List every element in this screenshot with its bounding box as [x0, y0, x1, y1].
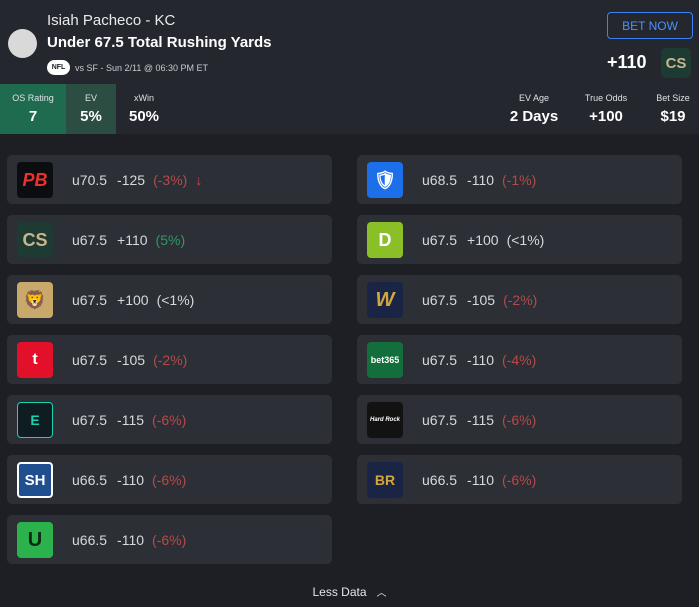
book-line: u66.5: [72, 531, 108, 548]
stats-bar: OS Rating 7 EV 5% xWin 50% EV Age 2 Days…: [0, 84, 699, 134]
prop-title: Under 67.5 Total Rushing Yards: [47, 34, 272, 51]
bet-header: Isiah Pacheco - KC Under 67.5 Total Rush…: [0, 0, 699, 84]
hardrock-logo-icon: Hard Rock: [367, 402, 403, 438]
chevron-up-icon: ︿: [376, 588, 387, 599]
bet-size-value: $19: [660, 108, 686, 125]
xwin-label: xWin: [134, 93, 154, 103]
book-odds: -110: [467, 351, 495, 368]
book-odds: -110: [467, 171, 495, 188]
book-ev: (<1%): [506, 231, 545, 248]
bet-size-label: Bet Size: [656, 93, 690, 103]
game-info: vs SF - Sun 2/11 @ 06:30 PM ET: [75, 62, 209, 73]
book-line: u67.5: [422, 291, 458, 308]
book-line: u67.5: [422, 411, 458, 428]
book-ev: (-6%): [152, 471, 187, 488]
book-card-espnbet[interactable]: E u67.5 -115 (-6%): [7, 395, 332, 444]
book-card-bet365[interactable]: bet365 u67.5 -110 (-4%): [357, 335, 682, 384]
book-odds: -110: [117, 531, 145, 548]
book-ev: (-6%): [502, 411, 537, 428]
game-meta: NFL vs SF - Sun 2/11 @ 06:30 PM ET: [47, 60, 208, 75]
book-ev: (-2%): [153, 351, 188, 368]
true-odds-label: True Odds: [584, 93, 628, 103]
book-line: u67.5: [72, 411, 108, 428]
book-card-hardrock[interactable]: Hard Rock u67.5 -115 (-6%): [357, 395, 682, 444]
less-data-label: Less Data: [312, 584, 367, 599]
player-name: Isiah Pacheco - KC: [47, 12, 176, 29]
os-rating-label: OS Rating: [12, 93, 54, 103]
betmgm-logo-icon: 🦁: [17, 282, 53, 318]
book-odds: -110: [117, 471, 145, 488]
book-card-tipico[interactable]: t u67.5 -105 (-2%): [7, 335, 332, 384]
book-line: u70.5: [72, 171, 108, 188]
player-avatar: [8, 29, 37, 58]
book-ev: (<1%): [156, 291, 195, 308]
book-odds: +100: [467, 231, 499, 248]
book-odds: +100: [117, 291, 149, 308]
ev-age-label: EV Age: [518, 93, 550, 103]
true-odds-value: +100: [589, 108, 623, 125]
nfl-badge: NFL: [47, 60, 70, 75]
wynnbet-logo-icon: W: [367, 282, 403, 318]
xwin-value: 50%: [128, 108, 160, 125]
ev-value: 5%: [80, 108, 102, 125]
book-card-fanduel[interactable]: 🛡 u68.5 -110 (-1%): [357, 155, 682, 204]
bet-size-stat: Bet Size $19: [646, 84, 699, 134]
book-ev: (-3%): [153, 171, 188, 188]
book-odds: -115: [117, 411, 145, 428]
tipico-logo-icon: t: [17, 342, 53, 378]
book-line: u66.5: [422, 471, 458, 488]
book-ev: (-6%): [502, 471, 537, 488]
ev-label: EV: [84, 93, 97, 103]
book-line: u67.5: [72, 351, 108, 368]
book-ev: (-4%): [502, 351, 537, 368]
betrivers-logo-icon: BR: [367, 462, 403, 498]
draftkings-logo-icon: D: [367, 222, 403, 258]
caesars-logo-icon: CS: [661, 48, 691, 78]
caesars-logo-icon: CS: [17, 222, 53, 258]
true-odds-stat: True Odds +100: [574, 84, 638, 134]
book-card-unibet[interactable]: U u66.5 -110 (-6%): [7, 515, 332, 564]
book-ev: (-1%): [502, 171, 537, 188]
arrow-down-icon: ↓: [195, 171, 203, 188]
book-odds: -105: [117, 351, 146, 368]
book-ev: (-2%): [503, 291, 538, 308]
book-card-betmgm[interactable]: 🦁 u67.5 +100 (<1%): [7, 275, 332, 324]
book-card-superbook[interactable]: SH u66.5 -110 (-6%): [7, 455, 332, 504]
book-card-pointsbet[interactable]: PB u70.5 -125 (-3%) ↓: [7, 155, 332, 204]
unibet-logo-icon: U: [17, 522, 53, 558]
book-line: u67.5: [422, 231, 458, 248]
os-rating-value: 7: [28, 108, 38, 125]
pointsbet-logo-icon: PB: [17, 162, 53, 198]
less-data-toggle[interactable]: Less Data ︿: [0, 576, 699, 607]
book-card-draftkings[interactable]: D u67.5 +100 (<1%): [357, 215, 682, 264]
book-line: u68.5: [422, 171, 458, 188]
book-odds: +110: [117, 231, 148, 248]
ev-stat: EV 5%: [66, 84, 116, 134]
os-rating-stat: OS Rating 7: [0, 84, 66, 134]
book-odds: -110: [467, 471, 495, 488]
ev-age-value: 2 Days: [509, 108, 559, 125]
bet-now-button[interactable]: BET NOW: [607, 12, 693, 39]
book-line: u67.5: [72, 291, 108, 308]
book-line: u67.5: [72, 231, 108, 248]
book-line: u66.5: [72, 471, 108, 488]
book-ev: (-6%): [152, 531, 187, 548]
book-ev: (-6%): [152, 411, 187, 428]
main-odds: +110: [607, 52, 647, 72]
book-ev: (5%): [155, 231, 186, 248]
fanduel-logo-icon: 🛡: [367, 162, 403, 198]
book-odds: -115: [467, 411, 495, 428]
book-line: u67.5: [422, 351, 458, 368]
superbook-logo-icon: SH: [17, 462, 53, 498]
book-odds: -105: [467, 291, 496, 308]
xwin-stat: xWin 50%: [116, 84, 172, 134]
espnbet-logo-icon: E: [17, 402, 53, 438]
ev-age-stat: EV Age 2 Days: [500, 84, 568, 134]
book-odds: -125: [117, 171, 146, 188]
book-card-betrivers[interactable]: BR u66.5 -110 (-6%): [357, 455, 682, 504]
book-card-caesars[interactable]: CS u67.5 +110 (5%): [7, 215, 332, 264]
bet365-logo-icon: bet365: [367, 342, 403, 378]
book-card-wynnbet[interactable]: W u67.5 -105 (-2%): [357, 275, 682, 324]
